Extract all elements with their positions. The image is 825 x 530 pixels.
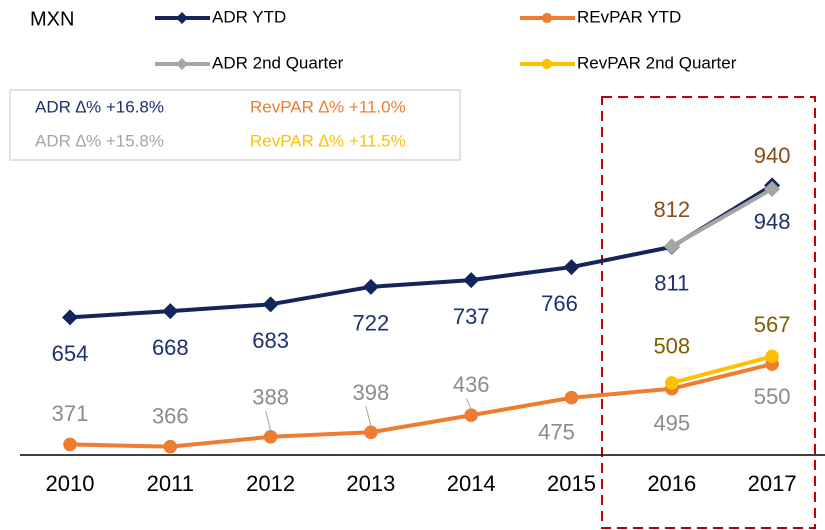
data-label: 371 — [52, 401, 89, 426]
data-label: 722 — [353, 311, 390, 336]
data-point — [162, 303, 179, 320]
data-label: 398 — [353, 380, 390, 405]
data-point — [665, 376, 679, 390]
annotation: RevPAR ∆% +11.0% — [250, 97, 406, 116]
data-label: 495 — [653, 411, 690, 436]
x-tick-label: 2015 — [547, 471, 596, 496]
x-tick-label: 2016 — [647, 471, 696, 496]
data-label: 812 — [653, 197, 690, 222]
data-label: 436 — [453, 372, 490, 397]
series-line — [671, 354, 773, 385]
data-point — [263, 429, 278, 444]
data-point — [364, 425, 378, 440]
leader-line — [365, 406, 372, 427]
data-label: 388 — [252, 385, 289, 410]
unit-label: MXN — [30, 8, 74, 30]
x-tick-label: 2014 — [447, 471, 496, 496]
data-point — [62, 309, 78, 326]
annotation: ADR ∆% +15.8% — [35, 131, 164, 150]
data-point — [362, 278, 379, 295]
data-point — [463, 272, 480, 289]
data-point — [765, 349, 779, 364]
data-label: 475 — [538, 420, 575, 445]
data-point — [262, 296, 279, 313]
legend-marker — [176, 58, 188, 70]
x-tick-label: 2013 — [346, 471, 395, 496]
data-point — [163, 439, 178, 454]
x-tick-label: 2010 — [46, 471, 95, 496]
legend-marker — [541, 58, 553, 70]
data-label: 940 — [754, 143, 791, 168]
legend-marker — [541, 12, 553, 24]
data-label: 766 — [541, 291, 578, 316]
legend-label: RevPAR 2nd Quarter — [577, 53, 737, 72]
annotation: RevPAR ∆% +11.5% — [250, 131, 406, 150]
data-point — [63, 437, 77, 452]
highlight-box — [601, 96, 816, 529]
annotation: ADR ∆% +16.8% — [35, 97, 164, 116]
leader-line — [265, 410, 272, 431]
series-line — [670, 187, 774, 249]
data-label: 948 — [754, 209, 791, 234]
data-point — [564, 390, 579, 405]
data-label: 737 — [453, 304, 490, 329]
data-point — [764, 180, 781, 197]
legend-label: ADR 2nd Quarter — [212, 53, 344, 72]
data-label: 550 — [754, 384, 791, 409]
data-point — [663, 238, 680, 255]
data-label: 508 — [653, 334, 690, 359]
leader-line — [465, 398, 472, 410]
data-label: 366 — [152, 403, 189, 428]
x-tick-label: 2012 — [246, 471, 295, 496]
legend-marker — [176, 12, 188, 24]
series-line — [69, 183, 774, 320]
series-line — [69, 362, 773, 449]
data-point — [464, 408, 479, 423]
x-tick-label: 2011 — [147, 471, 194, 496]
x-tick-label: 2017 — [748, 471, 797, 496]
annotation-box — [9, 89, 461, 161]
data-label: 654 — [52, 341, 89, 366]
data-label: 567 — [754, 312, 791, 337]
data-label: 668 — [152, 335, 189, 360]
data-point — [563, 259, 580, 276]
legend-label: ADR YTD — [212, 7, 286, 26]
data-label: 811 — [654, 271, 689, 296]
legend-label: REvPAR YTD — [577, 7, 681, 26]
data-label: 683 — [252, 328, 289, 353]
